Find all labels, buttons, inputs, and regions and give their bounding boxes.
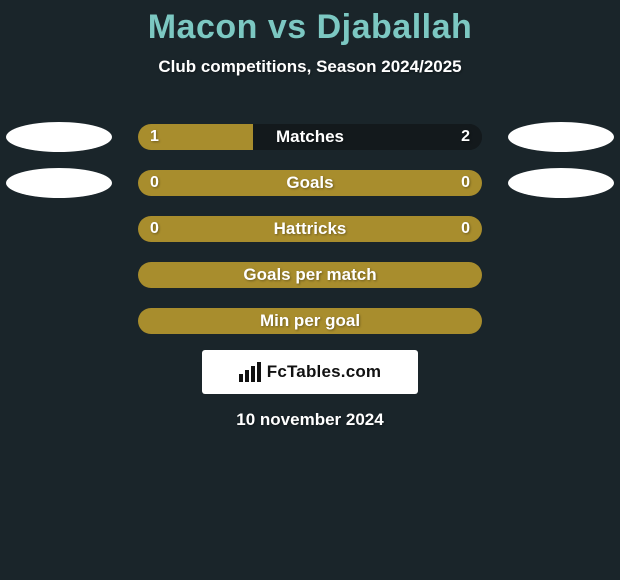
stat-row: Goals per match bbox=[0, 256, 620, 302]
stat-bar: Min per goal bbox=[138, 308, 482, 334]
stat-row: Hattricks0 0 bbox=[0, 210, 620, 256]
player-oval-right bbox=[508, 168, 614, 198]
stat-value-right: 0 bbox=[461, 216, 470, 242]
player-oval-left bbox=[6, 168, 112, 198]
stat-row: Goals0 0 bbox=[0, 164, 620, 210]
stat-row: Matches1 2 bbox=[0, 118, 620, 164]
stat-label: Goals per match bbox=[138, 262, 482, 288]
bar-chart-icon bbox=[239, 362, 263, 382]
fctables-logo: FcTables.com bbox=[202, 350, 418, 394]
player-oval-left bbox=[6, 122, 112, 152]
stat-bar: Goals per match bbox=[138, 262, 482, 288]
page-subtitle: Club competitions, Season 2024/2025 bbox=[0, 57, 620, 77]
logo-text: FcTables.com bbox=[267, 362, 382, 382]
stat-label: Min per goal bbox=[138, 308, 482, 334]
stat-value-right: 0 bbox=[461, 170, 470, 196]
stat-bar: Hattricks0 0 bbox=[138, 216, 482, 242]
stat-bar: Goals0 0 bbox=[138, 170, 482, 196]
stat-bars-area: Matches12Goals00Hattricks00Goals per mat… bbox=[0, 118, 620, 348]
stat-label: Hattricks bbox=[138, 216, 482, 242]
page-title: Macon vs Djaballah bbox=[0, 0, 620, 47]
stat-value-left: 0 bbox=[150, 170, 159, 196]
stat-value-left: 1 bbox=[150, 124, 159, 150]
snapshot-date: 10 november 2024 bbox=[0, 410, 620, 430]
stat-value-left: 0 bbox=[150, 216, 159, 242]
player-oval-right bbox=[508, 122, 614, 152]
stat-row: Min per goal bbox=[0, 302, 620, 348]
comparison-infographic: Macon vs Djaballah Club competitions, Se… bbox=[0, 0, 620, 580]
stat-bar: Matches1 2 bbox=[138, 124, 482, 150]
stat-label: Goals bbox=[138, 170, 482, 196]
stat-value-right: 2 bbox=[461, 124, 470, 150]
stat-label: Matches bbox=[138, 124, 482, 150]
